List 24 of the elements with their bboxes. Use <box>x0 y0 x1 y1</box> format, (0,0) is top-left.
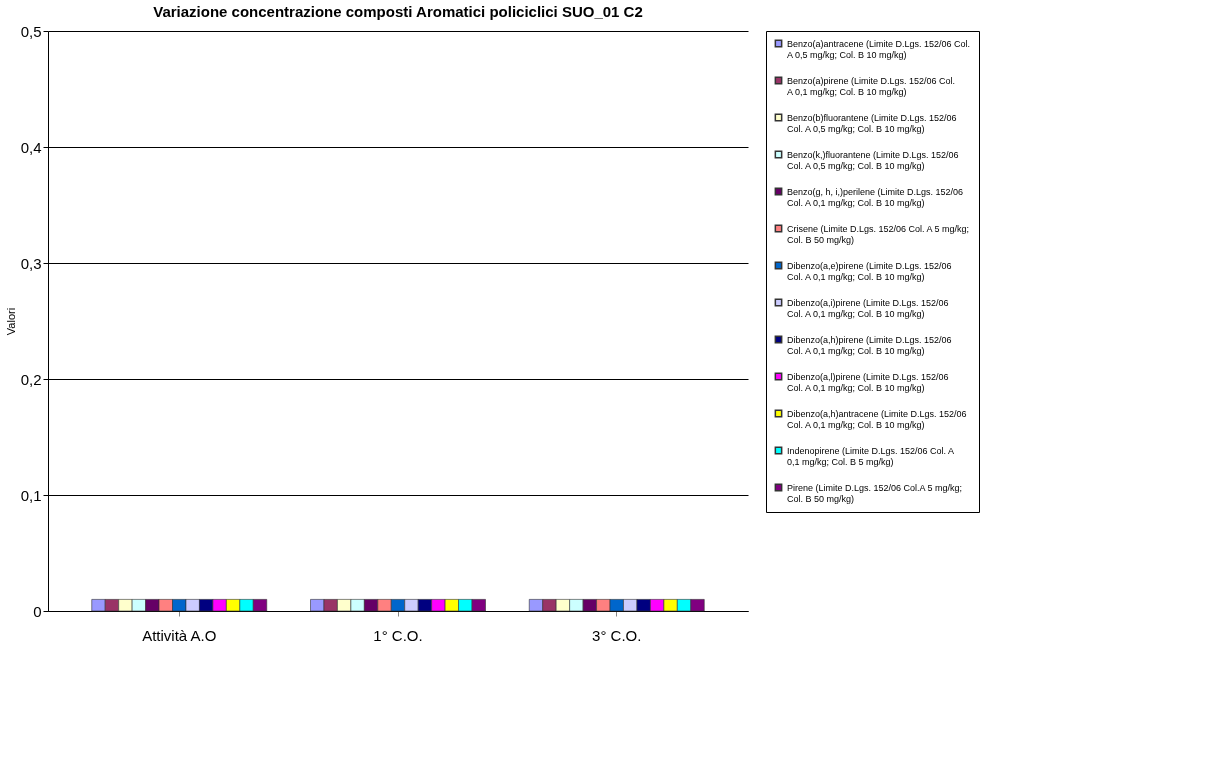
y-axis-title: Valori <box>4 307 17 336</box>
x-tick-label: Attività A.O <box>142 626 217 644</box>
legend-label: Benzo(b)fluorantene (Limite D.Lgs. 152/06 Col. A 0,5 mg/kg; Col. B 10 mg/kg) <box>787 112 957 134</box>
legend-label: Benzo(a)pirene (Limite D.Lgs. 152/06 Col. A 0,1 mg/kg; Col. B 10 mg/kg) <box>787 75 956 97</box>
x-tick-label: 1° C.O. <box>373 626 423 644</box>
y-tick-label: 0,2 <box>20 370 42 388</box>
y-tick-label: 0,3 <box>20 254 42 272</box>
y-tick-label: 0,1 <box>20 486 42 504</box>
legend-label: Pirene (Limite D.Lgs. 152/06 Col.A 5 mg/kg; Col. B 50 mg/kg) <box>787 482 963 504</box>
legend-label: Dibenzo(a,h)antracene (Limite D.Lgs. 152/06 Col. A 0,1 mg/kg; Col. B 10 mg/kg) <box>787 408 967 430</box>
legend-label: Dibenzo(a,l)pirene (Limite D.Lgs. 152/06 Col. A 0,1 mg/kg; Col. B 10 mg/kg) <box>787 371 949 393</box>
y-tick-label: 0,5 <box>20 22 42 40</box>
y-tick-label: 0,4 <box>20 138 42 156</box>
legend-label: Dibenzo(a,h)pirene (Limite D.Lgs. 152/06 Col. A 0,1 mg/kg; Col. B 10 mg/kg) <box>787 334 952 356</box>
legend-label: Crisene (Limite D.Lgs. 152/06 Col. A 5 mg/kg; Col. B 50 mg/kg) <box>787 223 970 245</box>
legend-label: Indenopirene (Limite D.Lgs. 152/06 Col. A 0,1 mg/kg; Col. B 5 mg/kg) <box>787 445 955 467</box>
x-tick-label: 3° C.O. <box>592 626 642 644</box>
chart-title: Variazione concentrazione composti Aromatici policiclici SUO_01 C2 <box>153 3 643 20</box>
legend-label: Benzo(k,)fluorantene (Limite D.Lgs. 152/06 Col. A 0,5 mg/kg; Col. B 10 mg/kg) <box>787 149 959 171</box>
legend-label: Benzo(a)antracene (Limite D.Lgs. 152/06 Col. A 0,5 mg/kg; Col. B 10 mg/kg) <box>787 38 971 60</box>
legend-label: Dibenzo(a,e)pirene (Limite D.Lgs. 152/06 Col. A 0,1 mg/kg; Col. B 10 mg/kg) <box>787 260 952 282</box>
y-tick-label: 0 <box>33 602 42 620</box>
legend-label: Dibenzo(a,i)pirene (Limite D.Lgs. 152/06 Col. A 0,1 mg/kg; Col. B 10 mg/kg) <box>787 297 949 319</box>
legend-label: Benzo(g, h, i,)perilene (Limite D.Lgs. 152/06 Col. A 0,1 mg/kg; Col. B 10 mg/kg) <box>787 186 964 208</box>
